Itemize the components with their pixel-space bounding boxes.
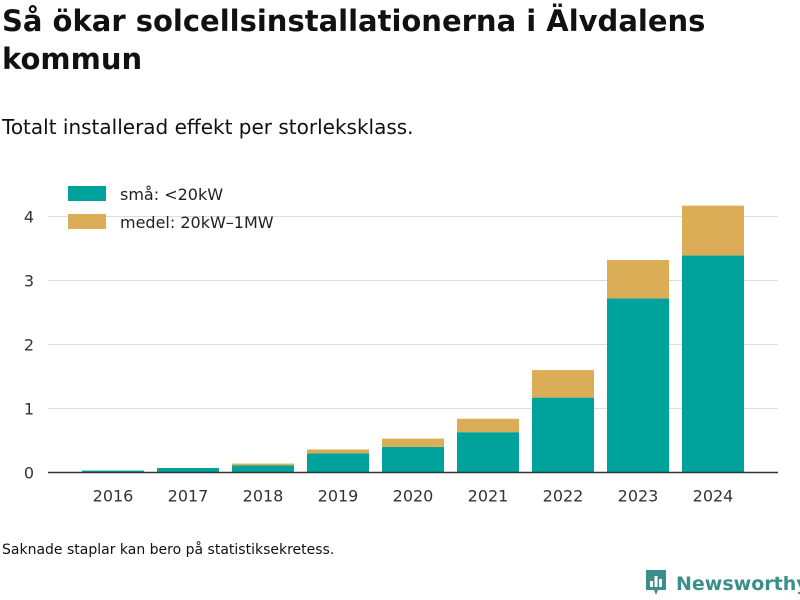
x-tick-label: 2020 [393, 487, 434, 506]
bar-2020-small [382, 446, 444, 473]
legend-swatch-small [68, 186, 106, 201]
bar-2024-medium [682, 205, 744, 256]
x-tick-label: 2017 [168, 487, 209, 506]
y-tick-label: 4 [24, 208, 34, 227]
bar-2022-small [532, 397, 594, 473]
legend-label-medium: medel: 20kW–1MW [120, 213, 274, 232]
bars [82, 205, 744, 473]
bar-2022-medium [532, 370, 594, 398]
x-tick-label: 2023 [618, 487, 659, 506]
bar-2017-small [157, 468, 219, 473]
bar-2019-medium [307, 449, 369, 454]
bar-2020-medium [382, 438, 444, 447]
legend-swatch-medium [68, 214, 106, 229]
x-tick-label: 2016 [93, 487, 134, 506]
legend: små: <20kW medel: 20kW–1MW [68, 185, 274, 232]
y-tick-label: 3 [24, 272, 34, 291]
x-tick-label: 2024 [693, 487, 734, 506]
bar-2021-small [457, 432, 519, 473]
bar-2021-medium [457, 418, 519, 433]
axes: 0 1 2 3 4 2016 2017 2018 2019 2020 2021 2022 2023 202… [24, 208, 778, 506]
bar-2024-small [682, 255, 744, 473]
x-tick-label: 2019 [318, 487, 359, 506]
bar-2023-small [607, 298, 669, 473]
bar-2019-small [307, 453, 369, 473]
x-tick-label: 2021 [468, 487, 509, 506]
bar-2018-small [232, 465, 294, 473]
y-tick-label: 2 [24, 336, 34, 355]
footnote: Saknade staplar kan bero på statistiksek… [2, 542, 335, 558]
y-tick-label: 1 [24, 400, 34, 419]
newsworthy-logo[interactable]: Newsworthy [644, 568, 800, 600]
legend-label-small: små: <20kW [120, 185, 223, 204]
brand-name: Newsworthy [676, 573, 800, 595]
x-tick-label: 2018 [243, 487, 284, 506]
bar-2016-small [82, 470, 144, 473]
chart-title: Så ökar solcellsinstallationerna i Älvda… [2, 4, 706, 76]
bar-chart-logo-icon [644, 568, 668, 600]
chart-subtitle: Totalt installerad effekt per storlekskl… [2, 115, 414, 139]
x-tick-label: 2022 [543, 487, 584, 506]
bar-2023-medium [607, 260, 669, 299]
y-tick-label: 0 [24, 464, 34, 483]
bar-2018-medium [232, 463, 294, 466]
stacked-bar-chart: 0 1 2 3 4 2016 2017 2018 2019 2020 2021 2022 2023 202… [24, 185, 778, 506]
